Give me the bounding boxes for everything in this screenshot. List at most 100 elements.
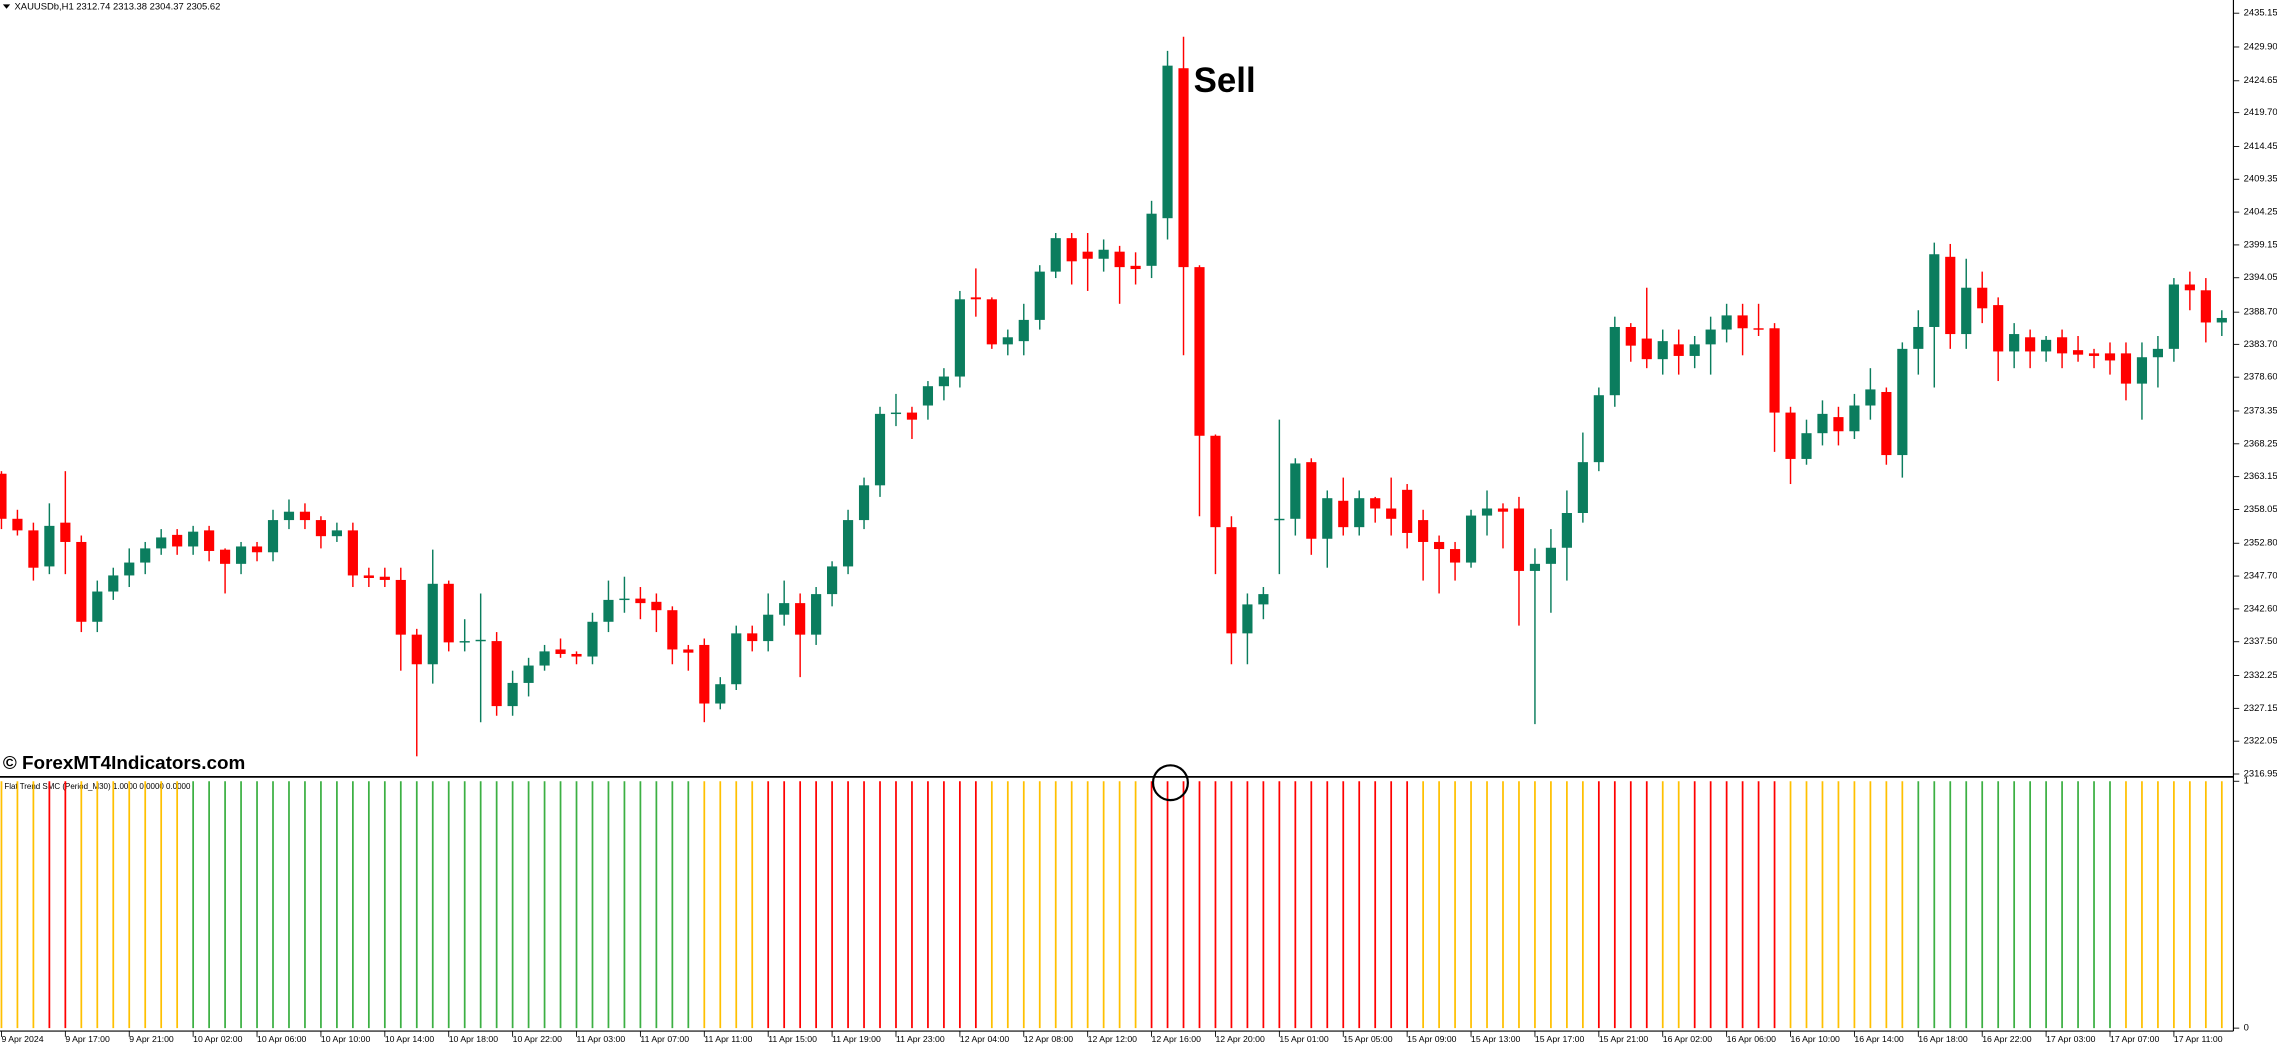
candle-body — [1993, 305, 2004, 352]
y-tick-label: 2419.70 — [2244, 106, 2277, 117]
candle-body — [1481, 508, 1493, 516]
candle-body — [299, 511, 311, 521]
x-tick-label: 16 Apr 18:00 — [1918, 1034, 1968, 1044]
y-tick-label: 2378.60 — [2244, 371, 2277, 382]
y-tick-label: 2435.15 — [2244, 7, 2277, 18]
candle-body — [172, 534, 183, 547]
x-tick-label: 15 Apr 13:00 — [1471, 1034, 1521, 1044]
candle-body — [1721, 315, 1732, 330]
y-tick-label: 1 — [2244, 775, 2249, 786]
candle-body — [1465, 515, 1477, 563]
candle-body — [715, 684, 726, 704]
candle-body — [1018, 319, 1029, 342]
candle-body — [1098, 249, 1109, 259]
candle-body — [12, 518, 23, 531]
candle-body — [283, 511, 295, 521]
candle-body — [1897, 348, 1908, 456]
y-tick-label: 2327.15 — [2244, 702, 2277, 713]
x-tick-label: 15 Apr 09:00 — [1407, 1034, 1457, 1044]
x-tick-label: 11 Apr 23:00 — [896, 1034, 945, 1044]
y-tick-label: 2368.25 — [2244, 437, 2277, 448]
candle-body — [2088, 353, 2100, 356]
candle-body — [315, 520, 327, 537]
candle-body — [124, 562, 135, 576]
menu-arrow[interactable] — [2, 4, 11, 9]
x-tick-label: 10 Apr 02:00 — [193, 1034, 243, 1044]
x-tick-label: 15 Apr 05:00 — [1343, 1034, 1393, 1044]
y-tick-label: 2337.50 — [2244, 635, 2277, 646]
candle-body — [1737, 315, 1748, 329]
candle-body — [1066, 238, 1077, 262]
x-tick-label: 15 Apr 01:00 — [1279, 1034, 1329, 1044]
candle-body — [922, 386, 934, 406]
x-tick-label: 11 Apr 11:00 — [704, 1034, 752, 1044]
candle-body — [2168, 284, 2179, 349]
sell-annotation: Sell — [1194, 61, 1256, 100]
candle-body — [1497, 508, 1509, 512]
candle-body — [1529, 563, 1541, 571]
x-tick-label: 10 Apr 10:00 — [321, 1034, 371, 1044]
candle-body — [1801, 433, 1812, 459]
y-tick-label: 2358.05 — [2244, 503, 2277, 514]
candle-body — [1274, 518, 1285, 521]
candle-body — [411, 634, 422, 665]
candle-body — [986, 299, 997, 345]
candle-body — [667, 610, 678, 650]
y-tick-label: 2373.35 — [2244, 404, 2277, 415]
candle-body — [970, 297, 981, 300]
candle-body — [235, 546, 247, 564]
candle-body — [1242, 604, 1253, 634]
candle-body — [1833, 417, 1844, 432]
candle-body — [2200, 290, 2211, 323]
y-tick-label: 2347.70 — [2244, 570, 2277, 581]
y-tick-label: 2342.60 — [2244, 602, 2277, 613]
candle-body — [1434, 541, 1445, 550]
candle-body — [2072, 350, 2084, 355]
candle-body — [731, 633, 742, 685]
x-tick-label: 16 Apr 06:00 — [1727, 1034, 1777, 1044]
candle-body — [156, 537, 167, 549]
candle-body — [28, 530, 39, 568]
y-tick-label: 2316.95 — [2244, 767, 2277, 778]
candle-body — [827, 566, 838, 595]
candle-body — [427, 583, 438, 665]
y-tick-label: 2383.70 — [2244, 338, 2277, 349]
x-tick-label: 16 Apr 10:00 — [1791, 1034, 1841, 1044]
y-tick-label: 2388.70 — [2244, 306, 2277, 317]
candle-body — [1929, 254, 1940, 327]
candle-body — [251, 546, 263, 553]
candle-body — [363, 575, 374, 579]
candle-body — [523, 665, 534, 683]
candle-body — [1673, 344, 1684, 356]
candle-body — [475, 639, 486, 642]
candle-body — [1769, 328, 1780, 413]
candle-body — [44, 525, 55, 567]
candle-body — [491, 641, 502, 707]
candle-body — [858, 485, 870, 521]
candle-body — [795, 603, 806, 635]
x-tick-label: 16 Apr 22:00 — [1982, 1034, 2032, 1044]
y-tick-label: 2399.15 — [2244, 238, 2277, 249]
candle-body — [204, 530, 215, 551]
candle-body — [811, 594, 822, 635]
candle-body — [1370, 498, 1381, 509]
candle-body — [651, 601, 662, 611]
candle-body — [1178, 68, 1189, 268]
candle-body — [1513, 508, 1525, 571]
x-tick-label: 10 Apr 06:00 — [257, 1034, 307, 1044]
candle-body — [60, 522, 71, 542]
candle-body — [603, 599, 614, 622]
candle-body — [1258, 594, 1269, 605]
y-tick-label: 2414.45 — [2244, 140, 2277, 151]
candle-body — [1418, 520, 1429, 542]
symbol-header: XAUUSDb,H1 2312.74 2313.38 2304.37 2305.… — [15, 1, 221, 12]
candle-body — [1817, 413, 1828, 434]
candle-body — [779, 603, 790, 615]
x-tick-label: 15 Apr 17:00 — [1535, 1034, 1585, 1044]
candle-body — [1545, 547, 1556, 564]
candle-body — [1577, 462, 1588, 513]
y-tick-label: 0 — [2244, 1022, 2249, 1033]
candle-body — [331, 530, 342, 537]
candle-body — [539, 651, 550, 666]
x-tick-label: 17 Apr 11:00 — [2174, 1034, 2223, 1044]
